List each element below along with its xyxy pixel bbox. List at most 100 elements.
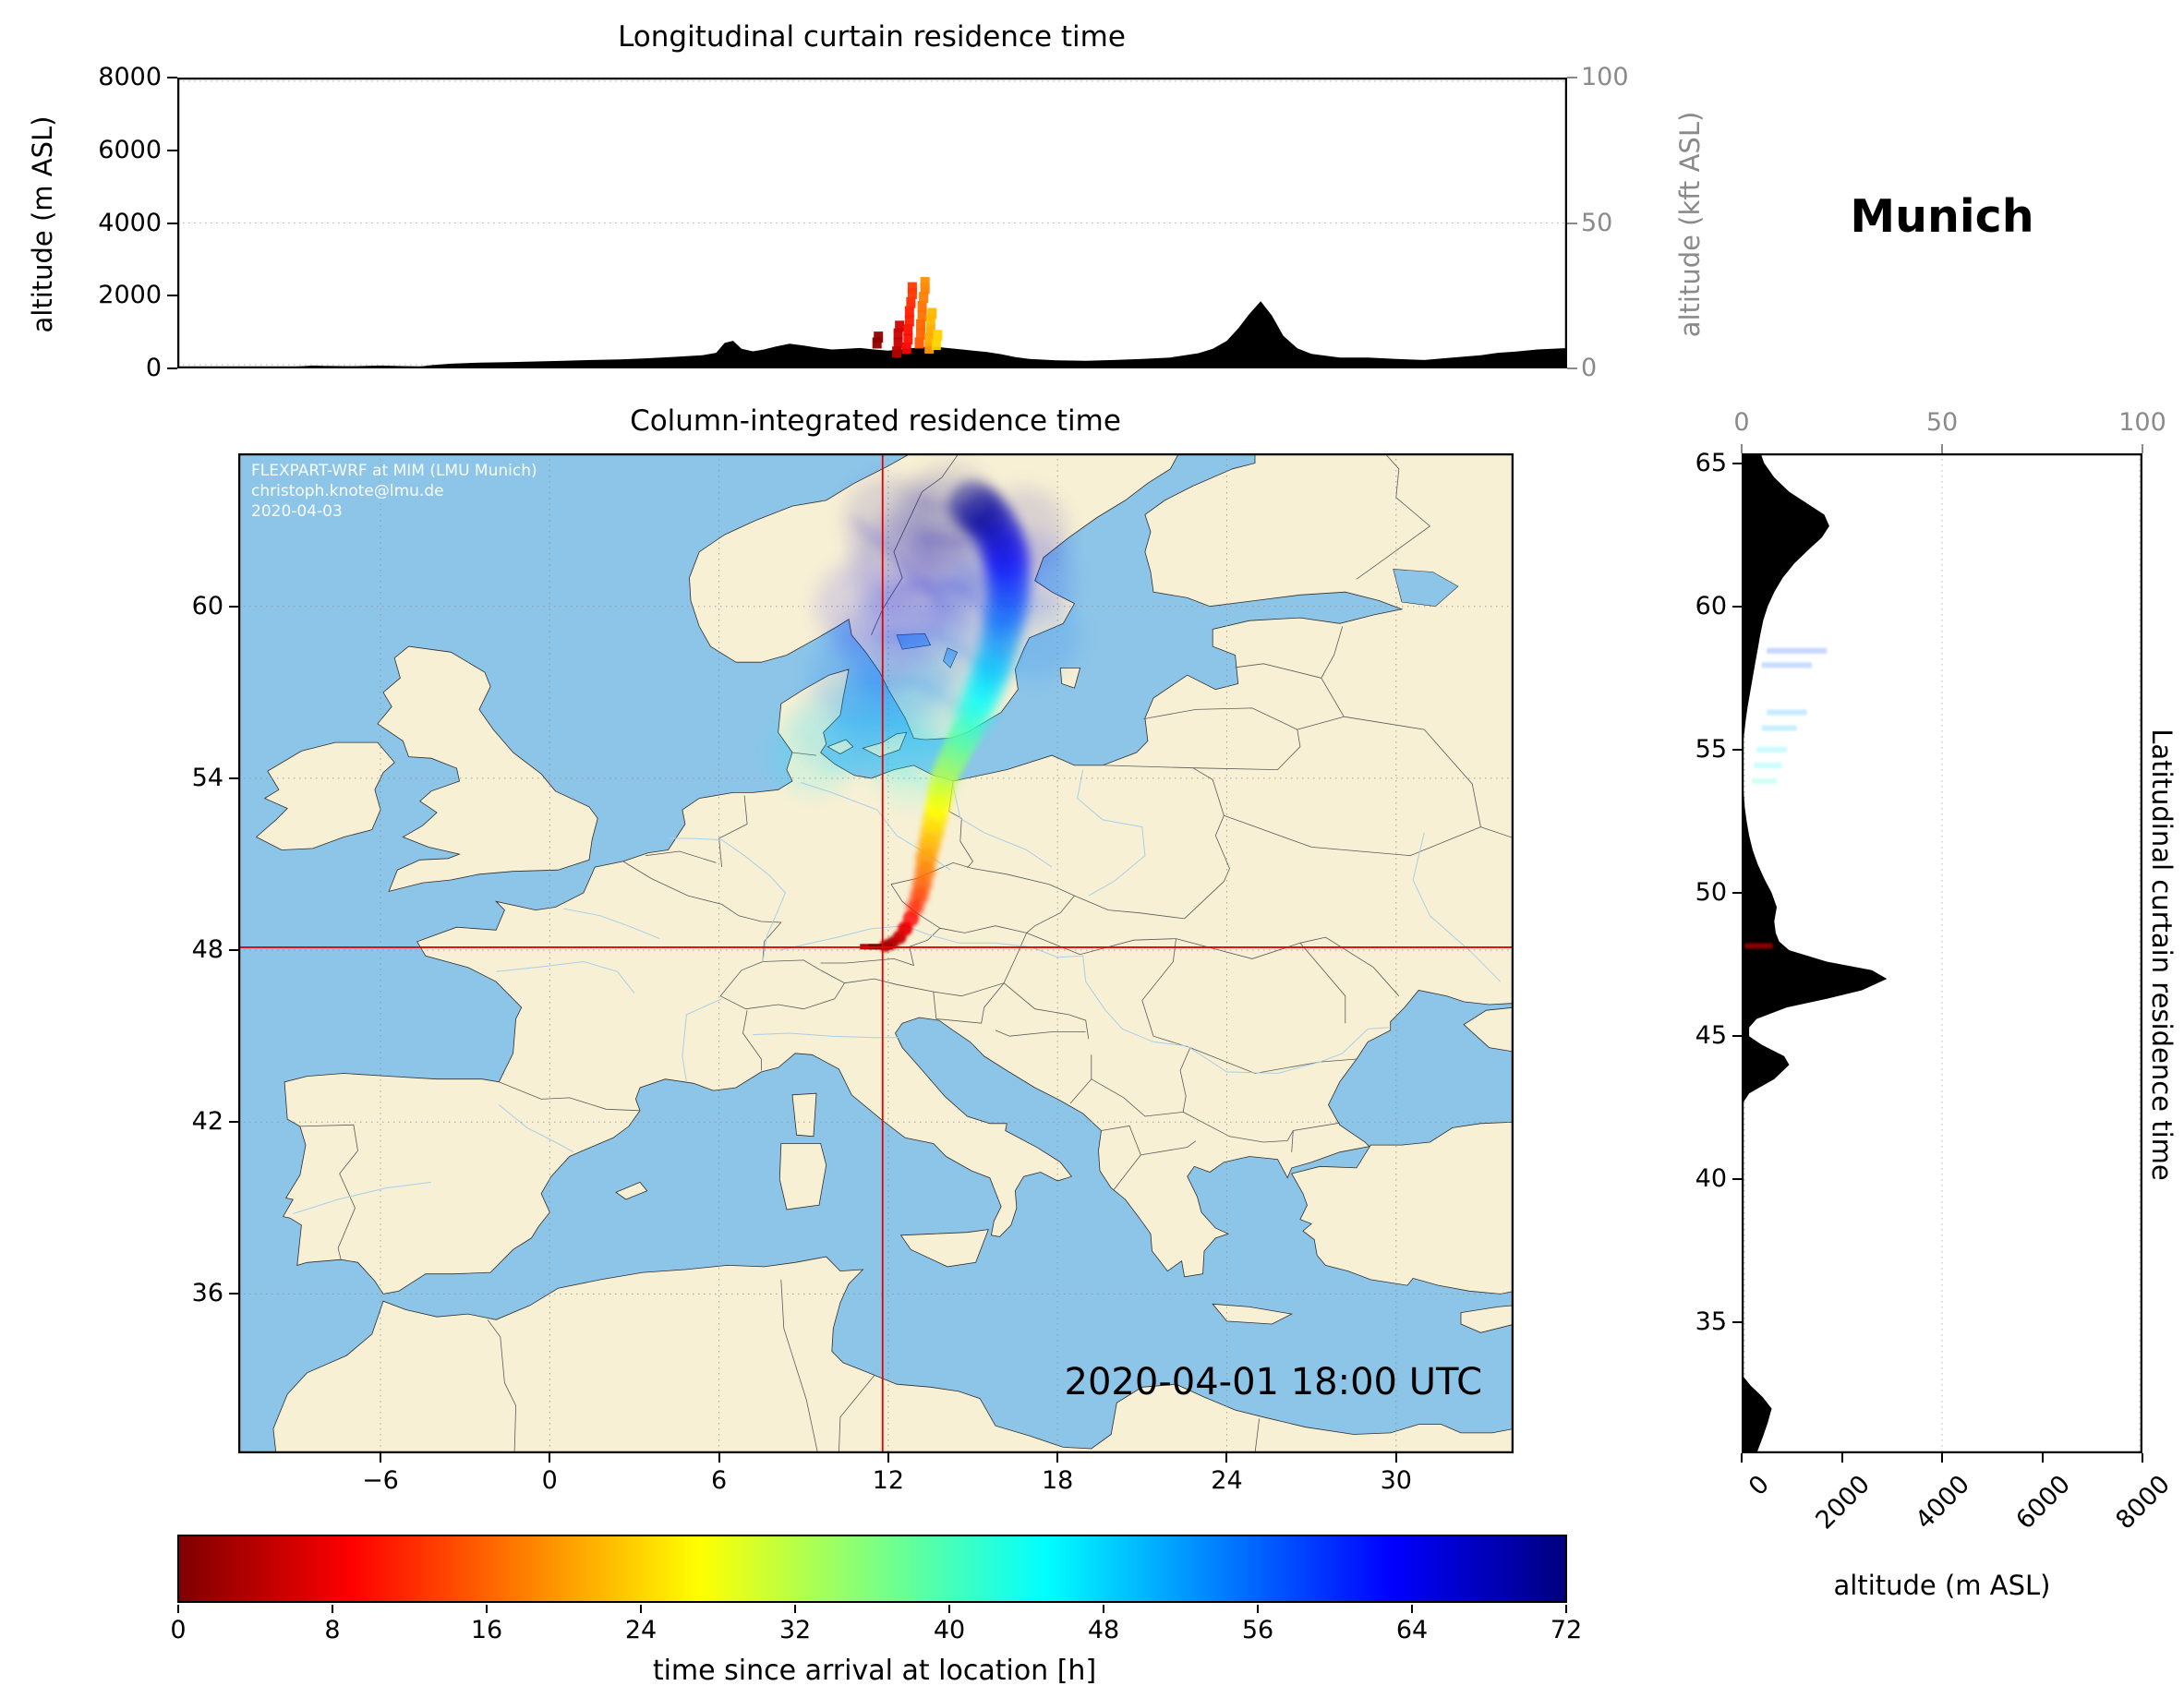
tick-label: 8000 xyxy=(98,63,162,91)
tick-mark xyxy=(794,1605,796,1613)
tick-label: 24 xyxy=(624,1616,658,1644)
tick-label: 55 xyxy=(1695,734,1727,764)
tick-label: 6000 xyxy=(98,135,162,164)
tick-label: 18 xyxy=(1041,1466,1074,1495)
tick-label: 0 xyxy=(541,1466,558,1495)
tick-mark xyxy=(1840,1453,1843,1463)
tick-label: 24 xyxy=(1211,1466,1243,1495)
tick-label: 30 xyxy=(1380,1466,1412,1495)
tick-mark xyxy=(229,949,238,952)
longitudinal-curtain-plot xyxy=(177,78,1567,368)
tick-mark xyxy=(177,1605,179,1613)
tick-mark xyxy=(1732,1178,1742,1181)
terrain-profile-latitudinal xyxy=(1742,453,1888,1453)
tick-mark xyxy=(167,222,177,224)
tick-mark xyxy=(1411,1605,1413,1613)
tick-mark xyxy=(1732,1321,1742,1324)
tick-mark xyxy=(2142,444,2143,453)
plume-overlay xyxy=(770,464,1080,953)
tick-mark xyxy=(1941,444,1943,453)
tick-label: 2000 xyxy=(1809,1470,1876,1535)
tick-label: 16 xyxy=(470,1616,503,1644)
tick-mark xyxy=(1732,1035,1742,1038)
tick-mark xyxy=(549,1453,551,1463)
tick-mark xyxy=(1941,1453,1943,1463)
tick-label: 8 xyxy=(324,1616,341,1644)
tick-label: 64 xyxy=(1395,1616,1429,1644)
tick-mark xyxy=(486,1605,488,1613)
tick-label: 6 xyxy=(710,1466,728,1495)
tick-mark xyxy=(167,149,177,151)
europe-map xyxy=(238,453,1514,1453)
tick-mark xyxy=(1056,1453,1059,1463)
tick-label: 60 xyxy=(191,591,223,620)
location-title: Munich xyxy=(1850,190,2034,243)
tick-mark xyxy=(1732,892,1742,894)
tick-mark xyxy=(229,777,238,779)
map-panel: FLEXPART-WRF at MIM (LMU Munich) christo… xyxy=(238,453,1514,1453)
tick-label: 100 xyxy=(2118,408,2166,437)
tick-label: 50 xyxy=(1581,208,1613,237)
tick-mark xyxy=(1565,1605,1567,1613)
tick-label: 48 xyxy=(191,935,223,965)
tick-label: 72 xyxy=(1550,1616,1583,1644)
watermark-line1: FLEXPART-WRF at MIM (LMU Munich) xyxy=(251,462,537,480)
terrain-profile-longitudinal xyxy=(177,301,1567,368)
tick-mark xyxy=(167,295,177,297)
tick-mark xyxy=(1257,1605,1259,1613)
tick-label: 40 xyxy=(1695,1164,1727,1194)
tick-label: 6000 xyxy=(2009,1470,2076,1535)
tick-mark xyxy=(1732,748,1742,751)
tick-mark xyxy=(887,1453,889,1463)
tick-label: 40 xyxy=(933,1616,966,1644)
top-panel-ylabel-right: altitude (kft ASL) xyxy=(1674,111,1706,338)
tick-mark xyxy=(1732,462,1742,464)
tick-mark xyxy=(1741,444,1743,453)
tick-mark xyxy=(1225,1453,1228,1463)
tick-mark xyxy=(167,367,177,369)
tick-mark xyxy=(718,1453,720,1463)
tick-label: 54 xyxy=(191,763,223,792)
top-panel-ylabel-left: altitude (m ASL) xyxy=(27,115,58,333)
tick-label: 2000 xyxy=(98,281,162,310)
tick-label: 0 xyxy=(145,354,162,382)
right-panel-xlabel: altitude (m ASL) xyxy=(1833,1570,2051,1601)
tick-mark xyxy=(1567,367,1577,369)
tick-label: 4000 xyxy=(1910,1470,1975,1535)
tick-mark xyxy=(379,1453,381,1463)
tick-label: 48 xyxy=(1087,1616,1120,1644)
tick-label: −6 xyxy=(362,1466,399,1495)
tick-label: 8000 xyxy=(2110,1470,2176,1535)
watermark-line2: christoph.knote@lmu.de xyxy=(251,482,444,500)
tick-mark xyxy=(640,1605,642,1613)
latitudinal-curtain-panel xyxy=(1742,453,2142,1453)
tick-label: 12 xyxy=(872,1466,905,1495)
tick-mark xyxy=(229,1293,238,1295)
tick-label: 36 xyxy=(191,1279,223,1308)
tick-mark xyxy=(1567,222,1577,224)
tick-label: 0 xyxy=(1581,354,1598,382)
right-panel-ylabel: Latitudinal curtain residence time xyxy=(2146,729,2178,1181)
tick-mark xyxy=(1567,77,1577,78)
longitudinal-curtain-panel xyxy=(177,78,1567,368)
tick-mark xyxy=(2041,1453,2044,1463)
tick-mark xyxy=(229,605,238,608)
tick-mark xyxy=(1394,1453,1397,1463)
latitudinal-curtain-plot xyxy=(1742,453,2142,1453)
colorbar xyxy=(177,1535,1567,1603)
tick-mark xyxy=(2142,1453,2143,1463)
tick-label: 56 xyxy=(1241,1616,1274,1644)
tick-label: 0 xyxy=(170,1616,187,1644)
tick-mark xyxy=(1732,605,1742,608)
tick-label: 42 xyxy=(191,1107,223,1137)
tick-label: 60 xyxy=(1695,591,1727,620)
tick-label: 45 xyxy=(1695,1021,1727,1051)
tick-mark xyxy=(1741,1453,1743,1463)
tick-mark xyxy=(229,1121,238,1124)
tick-label: 100 xyxy=(1581,63,1629,91)
tick-mark xyxy=(332,1605,333,1613)
tick-mark xyxy=(167,77,177,78)
tick-label: 0 xyxy=(1733,408,1750,437)
tick-mark xyxy=(1103,1605,1104,1613)
